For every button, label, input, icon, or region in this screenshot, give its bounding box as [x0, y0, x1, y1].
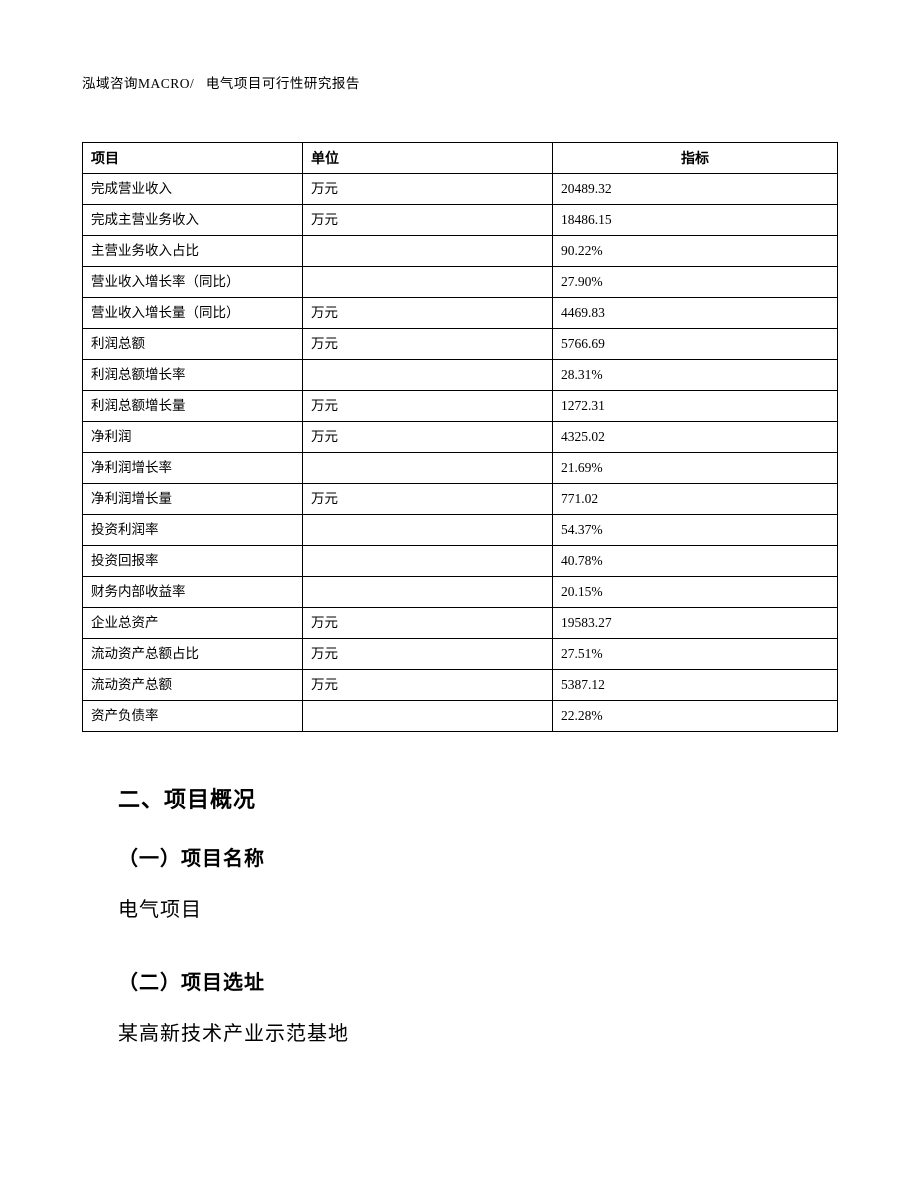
cell-value: 22.28%	[553, 701, 838, 732]
cell-item: 营业收入增长量（同比）	[83, 298, 303, 329]
cell-unit: 万元	[303, 670, 553, 701]
table-body: 完成营业收入万元20489.32 完成主营业务收入万元18486.15 主营业务…	[83, 174, 838, 732]
cell-item: 完成营业收入	[83, 174, 303, 205]
cell-unit	[303, 546, 553, 577]
cell-item: 利润总额增长率	[83, 360, 303, 391]
subsection-heading-name: （一）项目名称	[118, 842, 838, 871]
cell-item: 流动资产总额占比	[83, 639, 303, 670]
table-row: 营业收入增长量（同比）万元4469.83	[83, 298, 838, 329]
header-right: 电气项目可行性研究报告	[206, 76, 360, 91]
cell-item: 企业总资产	[83, 608, 303, 639]
cell-item: 利润总额	[83, 329, 303, 360]
table-row: 净利润增长量万元771.02	[83, 484, 838, 515]
cell-unit: 万元	[303, 484, 553, 515]
cell-unit	[303, 515, 553, 546]
cell-unit	[303, 577, 553, 608]
cell-item: 投资利润率	[83, 515, 303, 546]
col-header-value: 指标	[553, 143, 838, 174]
col-header-item: 项目	[83, 143, 303, 174]
cell-unit: 万元	[303, 174, 553, 205]
table-row: 流动资产总额万元5387.12	[83, 670, 838, 701]
cell-value: 771.02	[553, 484, 838, 515]
table-row: 利润总额万元5766.69	[83, 329, 838, 360]
cell-item: 资产负债率	[83, 701, 303, 732]
cell-value: 27.51%	[553, 639, 838, 670]
project-name-text: 电气项目	[118, 893, 838, 922]
cell-value: 1272.31	[553, 391, 838, 422]
page-header: 泓域咨询MACRO/ 电气项目可行性研究报告	[82, 72, 838, 92]
cell-unit	[303, 267, 553, 298]
table-row: 完成营业收入万元20489.32	[83, 174, 838, 205]
cell-value: 19583.27	[553, 608, 838, 639]
body-text-section: 二、项目概况 （一）项目名称 电气项目 （二）项目选址 某高新技术产业示范基地	[82, 782, 838, 1046]
table-header-row: 项目 单位 指标	[83, 143, 838, 174]
cell-value: 5387.12	[553, 670, 838, 701]
cell-value: 4469.83	[553, 298, 838, 329]
cell-value: 4325.02	[553, 422, 838, 453]
cell-unit	[303, 701, 553, 732]
cell-unit	[303, 453, 553, 484]
cell-item: 完成主营业务收入	[83, 205, 303, 236]
table-row: 利润总额增长量万元1272.31	[83, 391, 838, 422]
cell-item: 净利润增长量	[83, 484, 303, 515]
cell-unit: 万元	[303, 391, 553, 422]
table-row: 资产负债率 22.28%	[83, 701, 838, 732]
cell-value: 21.69%	[553, 453, 838, 484]
cell-unit: 万元	[303, 329, 553, 360]
cell-item: 利润总额增长量	[83, 391, 303, 422]
cell-unit: 万元	[303, 608, 553, 639]
cell-value: 27.90%	[553, 267, 838, 298]
cell-value: 28.31%	[553, 360, 838, 391]
cell-item: 净利润增长率	[83, 453, 303, 484]
cell-value: 40.78%	[553, 546, 838, 577]
cell-item: 流动资产总额	[83, 670, 303, 701]
table-row: 流动资产总额占比万元27.51%	[83, 639, 838, 670]
table-row: 财务内部收益率 20.15%	[83, 577, 838, 608]
cell-value: 20489.32	[553, 174, 838, 205]
table-row: 净利润万元4325.02	[83, 422, 838, 453]
cell-item: 主营业务收入占比	[83, 236, 303, 267]
cell-item: 营业收入增长率（同比）	[83, 267, 303, 298]
cell-unit	[303, 236, 553, 267]
table-row: 投资回报率 40.78%	[83, 546, 838, 577]
cell-unit: 万元	[303, 422, 553, 453]
table-row: 净利润增长率 21.69%	[83, 453, 838, 484]
cell-item: 净利润	[83, 422, 303, 453]
table-row: 投资利润率 54.37%	[83, 515, 838, 546]
table-row: 完成主营业务收入万元18486.15	[83, 205, 838, 236]
cell-item: 投资回报率	[83, 546, 303, 577]
cell-item: 财务内部收益率	[83, 577, 303, 608]
cell-value: 90.22%	[553, 236, 838, 267]
project-site-text: 某高新技术产业示范基地	[118, 1017, 838, 1046]
section-heading-overview: 二、项目概况	[118, 782, 838, 814]
cell-value: 18486.15	[553, 205, 838, 236]
cell-unit: 万元	[303, 298, 553, 329]
cell-unit	[303, 360, 553, 391]
cell-unit: 万元	[303, 205, 553, 236]
document-page: 泓域咨询MACRO/ 电气项目可行性研究报告 项目 单位 指标 完成营业收入万元…	[0, 0, 920, 1046]
table-row: 企业总资产万元19583.27	[83, 608, 838, 639]
header-left: 泓域咨询MACRO/	[82, 76, 194, 91]
indicators-table: 项目 单位 指标 完成营业收入万元20489.32 完成主营业务收入万元1848…	[82, 142, 838, 732]
col-header-unit: 单位	[303, 143, 553, 174]
table-row: 主营业务收入占比 90.22%	[83, 236, 838, 267]
cell-value: 20.15%	[553, 577, 838, 608]
table-row: 营业收入增长率（同比） 27.90%	[83, 267, 838, 298]
cell-value: 5766.69	[553, 329, 838, 360]
table-row: 利润总额增长率 28.31%	[83, 360, 838, 391]
subsection-heading-site: （二）项目选址	[118, 966, 838, 995]
cell-value: 54.37%	[553, 515, 838, 546]
cell-unit: 万元	[303, 639, 553, 670]
